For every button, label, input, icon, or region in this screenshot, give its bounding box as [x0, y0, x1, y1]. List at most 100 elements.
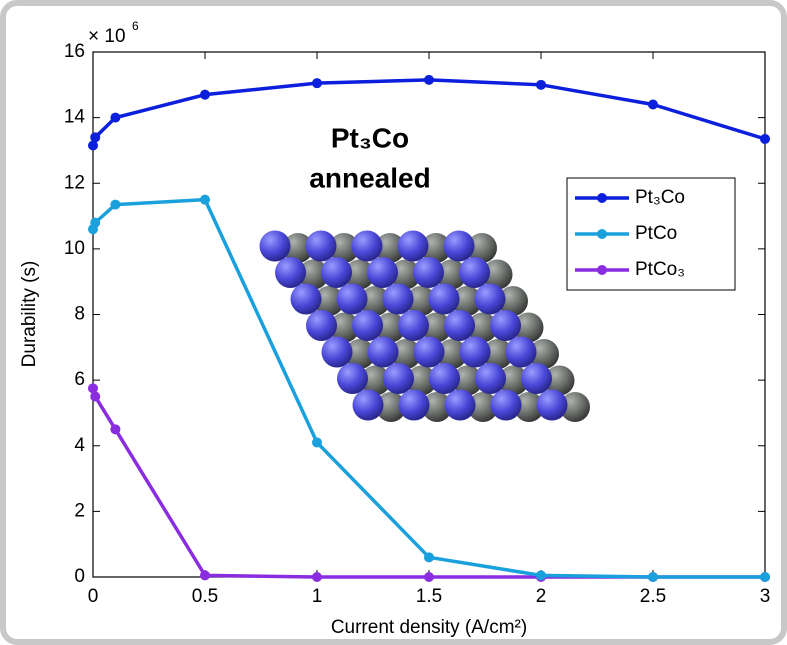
atom	[321, 336, 353, 368]
data-point	[200, 194, 210, 205]
atom	[398, 310, 429, 341]
y-tick-label: 10	[64, 238, 85, 259]
data-point	[424, 552, 434, 563]
atom	[483, 339, 513, 369]
data-point	[110, 424, 121, 435]
y-tick-label: 14	[64, 107, 86, 128]
y-tick-label: 4	[74, 435, 85, 456]
atom	[498, 286, 528, 316]
atom	[398, 389, 430, 421]
atom	[468, 392, 498, 422]
y-tick-label: 2	[74, 500, 85, 521]
atom	[514, 392, 544, 422]
atom	[375, 312, 406, 343]
data-point	[424, 74, 434, 85]
data-point	[536, 79, 546, 90]
atom	[498, 365, 529, 396]
atom	[421, 312, 452, 343]
atom	[329, 312, 360, 343]
atom	[436, 259, 467, 290]
atom	[474, 283, 506, 315]
atom	[429, 363, 460, 394]
y-multiplier: × 10	[88, 26, 126, 47]
x-tick-label: 3	[760, 586, 771, 607]
atom	[521, 363, 552, 394]
annotation: annealed	[309, 162, 430, 193]
atom	[352, 310, 383, 341]
atom	[452, 365, 483, 396]
atom	[422, 392, 452, 422]
data-point	[200, 89, 210, 100]
data-point	[110, 199, 121, 210]
atom	[337, 363, 368, 394]
atom	[290, 283, 322, 315]
y-tick-label: 16	[64, 41, 85, 62]
legend-marker	[597, 265, 607, 275]
plot-box	[92, 51, 766, 578]
data-point	[424, 572, 434, 582]
atom	[336, 283, 368, 315]
y-tick-label: 0	[74, 566, 85, 587]
data-point	[760, 572, 770, 582]
atom	[360, 365, 391, 396]
atom	[351, 230, 383, 262]
atom	[443, 230, 475, 262]
atom	[490, 389, 522, 421]
x-tick-label: 2.5	[640, 586, 666, 607]
atom	[305, 230, 337, 262]
data-point	[312, 437, 322, 448]
atom	[314, 286, 344, 316]
atom	[482, 259, 513, 290]
x-tick-label: 0	[88, 586, 99, 607]
data-point	[90, 132, 101, 143]
y-axis-label: Durability (s)	[19, 261, 40, 368]
atom	[452, 286, 482, 316]
atom	[437, 339, 467, 369]
data-point	[312, 78, 322, 89]
atom	[306, 310, 337, 341]
atom	[329, 233, 359, 263]
atom	[406, 286, 436, 316]
atom	[360, 286, 390, 316]
data-point	[536, 570, 546, 581]
x-tick-label: 2	[536, 586, 547, 607]
data-point	[648, 99, 658, 110]
atom	[536, 389, 568, 421]
atom	[391, 339, 421, 369]
atom	[421, 233, 451, 263]
atom	[413, 336, 445, 368]
y-tick-label: 6	[74, 369, 85, 390]
atom	[413, 257, 444, 288]
y-multiplier-exponent: 6	[132, 19, 139, 33]
legend-label: Pt₃Co	[635, 187, 685, 208]
atom	[459, 336, 491, 368]
legend-label: PtCo₃	[635, 259, 685, 280]
atom	[513, 312, 544, 343]
atom	[298, 259, 329, 290]
atom	[275, 257, 306, 288]
atom	[467, 312, 498, 343]
data-point	[88, 383, 98, 394]
data-point	[760, 133, 770, 144]
y-tick-label: 8	[74, 304, 85, 325]
x-tick-label: 1.5	[416, 586, 442, 607]
atom	[375, 233, 405, 263]
annotation: Pt₃Co	[331, 122, 409, 153]
legend-marker	[597, 229, 607, 239]
crystal-image	[259, 230, 590, 422]
atom	[544, 365, 575, 396]
atom	[283, 233, 313, 263]
atom	[475, 363, 506, 394]
atom	[367, 257, 398, 288]
atom	[490, 310, 521, 341]
x-axis-label: Current density (A/cm²)	[331, 617, 527, 638]
legend-marker	[597, 193, 607, 203]
atom	[345, 339, 375, 369]
data-point	[88, 140, 98, 151]
atom	[344, 259, 375, 290]
atom	[444, 389, 476, 421]
atom	[390, 259, 421, 290]
atom	[467, 233, 497, 263]
